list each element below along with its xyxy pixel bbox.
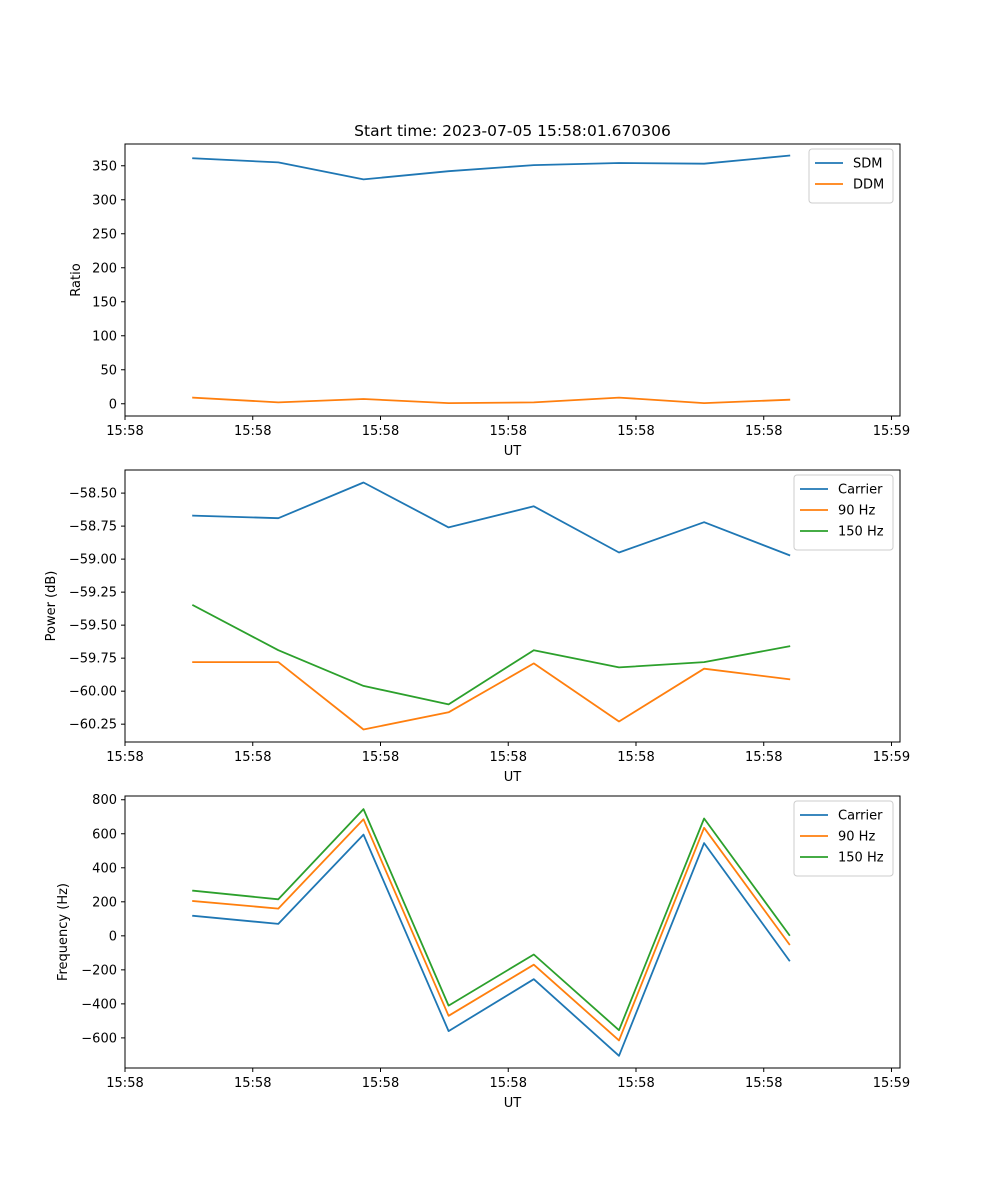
y-tick-label: −60.00 — [69, 685, 117, 700]
chart-3: −600 −400 −200 0 200 400 600 800 15:58 15:58 15:58… — [56, 793, 910, 1111]
x-tick-label: 15:58 — [234, 750, 271, 765]
x-tick-label: 15:58 — [490, 424, 527, 439]
y-tick-label: −59.25 — [69, 586, 117, 601]
legend-label: Carrier — [838, 483, 883, 498]
y-tick-label: 100 — [92, 329, 117, 344]
series-line-carrier — [192, 481, 791, 557]
series-line-ddm — [192, 396, 791, 405]
legend: SDM DDM — [808, 148, 894, 204]
y-tick-label: −60.25 — [69, 718, 117, 733]
y-tick-label: −59.75 — [69, 652, 117, 667]
series-line-150-hz — [191, 604, 791, 706]
x-tick-label: 15:58 — [617, 750, 654, 765]
y-tick-label: −200 — [81, 963, 117, 978]
x-tick-label: 15:58 — [106, 424, 143, 439]
legend-label: 150 Hz — [838, 851, 884, 866]
y-tick-label: 50 — [100, 363, 117, 378]
legend-label: 90 Hz — [838, 830, 875, 845]
y-tick-label: 600 — [92, 827, 117, 842]
x-tick-label: 15:58 — [490, 750, 527, 765]
x-axis-label: UT — [504, 1096, 522, 1111]
y-tick-label: 0 — [109, 929, 117, 944]
legend-label: Carrier — [838, 809, 883, 824]
y-tick-label: 400 — [92, 861, 117, 876]
x-tick-label: 15:58 — [745, 424, 782, 439]
x-tick-label: 15:59 — [873, 1076, 910, 1091]
legend-label: 150 Hz — [838, 525, 884, 540]
y-tick-label: 150 — [92, 295, 117, 310]
y-tick-label: −400 — [81, 997, 117, 1012]
x-tick-label: 15:58 — [617, 1076, 654, 1091]
x-tick-label: 15:58 — [106, 1076, 143, 1091]
x-tick-label: 15:58 — [745, 1076, 782, 1091]
y-axis-label: Power (dB) — [44, 571, 59, 642]
x-axis-label: UT — [504, 444, 522, 459]
y-tick-label: −58.50 — [69, 487, 117, 502]
x-tick-label: 15:59 — [873, 424, 910, 439]
plot-frame — [124, 795, 901, 1069]
x-tick-label: 15:58 — [362, 750, 399, 765]
x-tick-label: 15:58 — [106, 750, 143, 765]
series-line-90-hz — [192, 661, 791, 731]
x-axis-label: UT — [504, 770, 522, 785]
x-tick-label: 15:58 — [490, 1076, 527, 1091]
y-axis-label: Ratio — [69, 263, 84, 296]
legend-label: 90 Hz — [838, 504, 875, 519]
x-tick-label: 15:58 — [617, 424, 654, 439]
y-axis-label: Frequency (Hz) — [56, 883, 71, 981]
y-tick-label: 200 — [92, 261, 117, 276]
plot-frame — [124, 143, 901, 417]
y-tick-label: 0 — [109, 397, 117, 412]
x-tick-label: 15:58 — [362, 1076, 399, 1091]
x-tick-label: 15:58 — [234, 424, 271, 439]
x-tick-label: 15:58 — [745, 750, 782, 765]
series-line-sdm — [192, 154, 791, 181]
legend-label: SDM — [853, 157, 882, 172]
legend-label: DDM — [853, 178, 884, 193]
y-tick-label: −59.50 — [69, 619, 117, 634]
series-line-carrier — [192, 833, 791, 1057]
series-line-90-hz — [192, 818, 791, 1042]
x-tick-label: 15:58 — [362, 424, 399, 439]
chart-title: Start time: 2023-07-05 15:58:01.670306 — [354, 122, 671, 140]
y-tick-label: −58.75 — [69, 520, 117, 535]
y-tick-label: −59.00 — [69, 553, 117, 568]
legend: Carrier 90 Hz 150 Hz — [793, 800, 894, 877]
y-tick-label: 300 — [92, 193, 117, 208]
y-tick-label: 200 — [92, 895, 117, 910]
y-tick-label: −600 — [81, 1031, 117, 1046]
y-tick-label: 250 — [92, 227, 117, 242]
series-line-150-hz — [192, 808, 791, 1032]
plot-frame — [124, 469, 901, 743]
x-tick-label: 15:58 — [234, 1076, 271, 1091]
chart-2: −60.25 −60.00 −59.75 −59.50 −59.25 −59.00 −58.… — [44, 469, 910, 785]
y-tick-label: 350 — [92, 159, 117, 174]
chart-1: Start time: 2023-07-05 15:58:01.670306 0 5… — [69, 122, 910, 459]
legend: Carrier 90 Hz 150 Hz — [793, 474, 894, 551]
x-tick-label: 15:59 — [873, 750, 910, 765]
y-tick-label: 800 — [92, 793, 117, 808]
